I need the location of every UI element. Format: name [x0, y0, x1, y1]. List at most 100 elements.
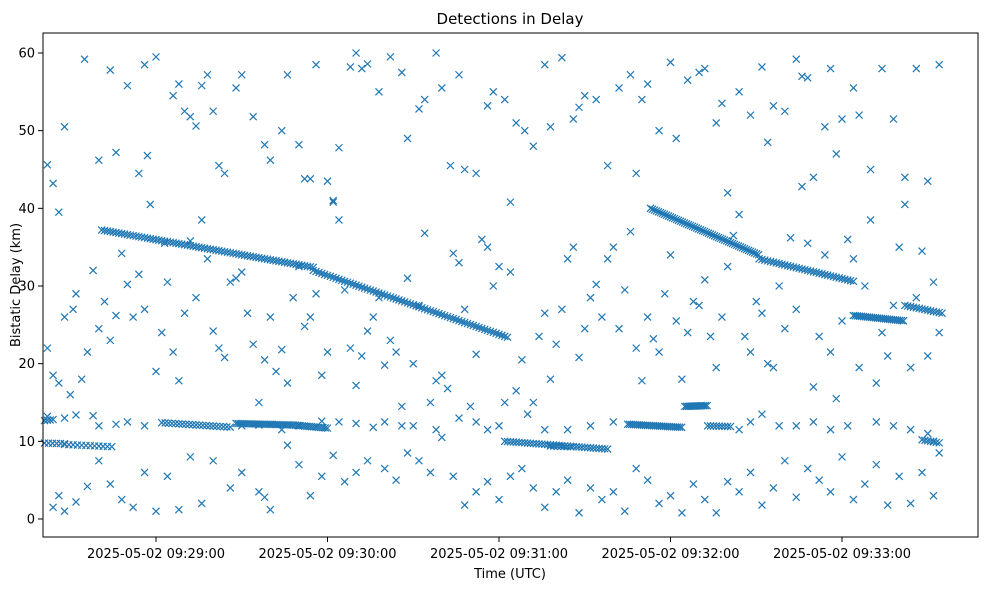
data-point — [843, 276, 852, 284]
data-point — [703, 421, 712, 430]
data-point — [662, 211, 671, 220]
data-point — [134, 270, 143, 279]
data-point — [812, 268, 821, 277]
data-point — [237, 70, 246, 79]
data-point — [735, 87, 744, 96]
data-point — [575, 353, 583, 362]
data-point — [403, 449, 412, 457]
data-point — [694, 225, 703, 233]
data-point — [775, 259, 784, 268]
data-point — [397, 421, 406, 430]
data-point — [792, 305, 801, 314]
data-point — [815, 269, 824, 278]
data-point — [723, 188, 732, 197]
data-point — [860, 480, 869, 488]
data-point — [838, 452, 846, 461]
data-point — [800, 265, 809, 274]
data-point — [563, 254, 572, 263]
data-point — [923, 177, 932, 186]
data-point — [472, 417, 481, 426]
data-point — [792, 493, 801, 502]
data-point — [620, 507, 629, 516]
data-point — [677, 423, 686, 432]
data-point — [730, 240, 739, 249]
data-point — [523, 410, 532, 419]
data-point — [89, 266, 98, 275]
data-point — [849, 84, 858, 92]
data-point — [632, 169, 641, 178]
data-point — [714, 233, 723, 242]
data-point — [935, 308, 944, 317]
data-point — [94, 156, 103, 165]
data-point — [226, 423, 235, 432]
data-point — [720, 236, 729, 245]
x-tick-label: 2025-05-02 09:31:00 — [430, 547, 568, 562]
data-point — [266, 420, 275, 429]
data-point — [220, 169, 229, 178]
data-point — [212, 422, 221, 431]
data-point — [94, 324, 103, 333]
data-point — [866, 165, 875, 174]
data-point — [283, 441, 292, 450]
data-point — [580, 91, 589, 100]
data-point — [758, 410, 766, 419]
data-point — [872, 417, 881, 426]
data-point — [80, 55, 89, 64]
data-point — [216, 422, 224, 431]
data-point — [209, 107, 218, 116]
data-point — [809, 417, 818, 426]
data-point — [704, 229, 713, 238]
data-point — [592, 95, 601, 104]
data-point — [556, 442, 565, 451]
data-point — [648, 205, 657, 214]
data-point — [174, 419, 183, 428]
data-point — [209, 327, 218, 335]
data-point — [272, 367, 280, 376]
data-point — [803, 266, 812, 275]
data-point — [900, 200, 909, 209]
data-point — [637, 95, 646, 104]
data-point — [722, 237, 731, 245]
data-point — [352, 468, 361, 477]
data-point — [163, 472, 172, 481]
data-point — [283, 379, 292, 388]
data-point — [712, 508, 721, 517]
data-point — [321, 423, 330, 432]
data-point — [726, 422, 735, 431]
data-point — [335, 417, 343, 426]
data-point — [826, 425, 835, 434]
data-point — [226, 484, 235, 492]
data-point — [769, 363, 778, 372]
data-point — [329, 198, 338, 207]
data-point — [426, 398, 435, 407]
data-point — [178, 420, 187, 428]
data-point — [186, 452, 195, 461]
data-point — [567, 442, 575, 451]
data-point — [512, 386, 521, 395]
data-point — [186, 237, 195, 245]
data-point — [134, 169, 143, 178]
y-tick-label: 10 — [18, 435, 35, 450]
data-point — [849, 254, 858, 263]
data-point — [829, 272, 838, 281]
data-point — [695, 301, 704, 310]
data-point — [700, 275, 709, 284]
data-point — [726, 238, 735, 247]
data-point — [766, 257, 775, 266]
data-point — [369, 423, 378, 432]
data-point — [323, 348, 332, 356]
data-point — [798, 182, 806, 191]
data-point — [706, 332, 715, 341]
data-point — [609, 487, 618, 496]
data-point — [300, 174, 309, 183]
data-point — [699, 401, 708, 410]
data-point — [140, 60, 149, 69]
data-point — [690, 223, 699, 232]
y-tick-label: 40 — [18, 202, 35, 217]
data-point — [174, 80, 183, 88]
data-point — [878, 328, 886, 337]
data-point — [517, 355, 526, 364]
data-point — [723, 422, 732, 431]
x-axis: 2025-05-02 09:29:00 2025-05-02 09:30:00 20… — [87, 537, 911, 562]
